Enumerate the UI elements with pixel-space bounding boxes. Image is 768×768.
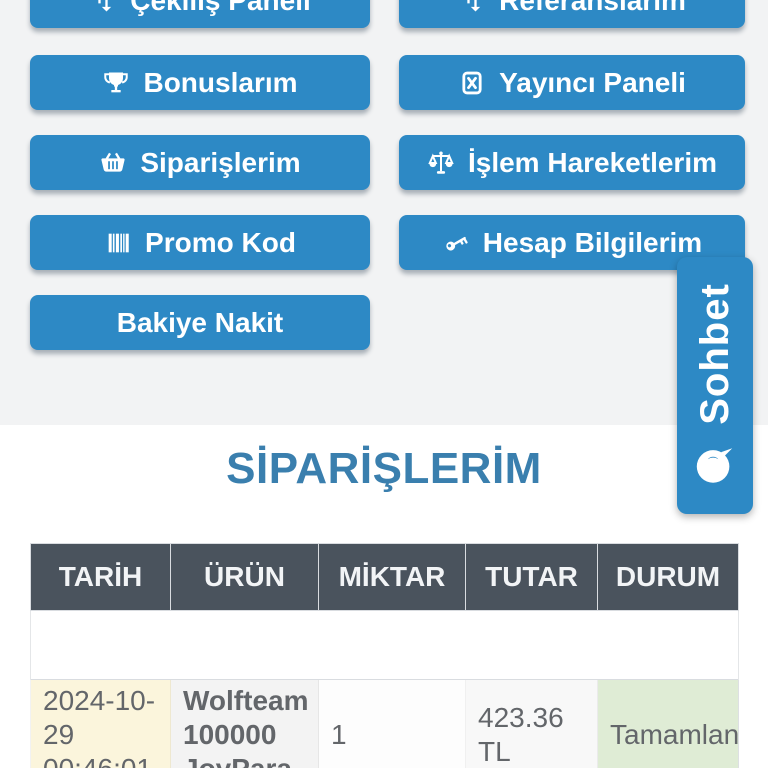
menu-button-bakiye-nakit[interactable]: Bakiye Nakit bbox=[30, 295, 370, 350]
order-time: 00:46:01 bbox=[43, 753, 152, 768]
menu-button-label: Promo Kod bbox=[145, 226, 296, 258]
table-header-row: TARİH ÜRÜN MİKTAR TUTAR DURUM bbox=[30, 543, 739, 611]
order-quantity-cell: 1 bbox=[318, 679, 466, 768]
column-header-tutar[interactable]: TUTAR bbox=[465, 543, 598, 611]
menu-button-label: Çekiliş Paneli bbox=[130, 0, 311, 16]
menu-button-hesap-bilgilerim[interactable]: Hesap Bilgilerim bbox=[399, 215, 745, 270]
chat-tab[interactable]: Sohbet bbox=[677, 257, 753, 514]
menu-button-label: Yayıncı Paneli bbox=[499, 66, 686, 98]
chat-tab-label: Sohbet bbox=[692, 282, 737, 425]
menu-button-referanslarim[interactable]: Referanslarım bbox=[399, 0, 745, 28]
menu-button-label: Bakiye Nakit bbox=[116, 306, 284, 338]
menu-button-islem-hareketlerim[interactable]: İşlem Hareketlerim bbox=[399, 135, 745, 190]
orders-table: TARİH ÜRÜN MİKTAR TUTAR DURUM 2024-10-29… bbox=[30, 543, 739, 768]
column-header-durum[interactable]: DURUM bbox=[597, 543, 739, 611]
import-export-icon bbox=[98, 0, 112, 11]
menu-button-label: Referanslarım bbox=[499, 0, 686, 16]
menu-button-label: Bonuslarım bbox=[143, 66, 298, 98]
chat-bubble-icon bbox=[696, 448, 733, 483]
order-amount-cell: 423.36 TL bbox=[465, 679, 598, 768]
table-row: 2024-10-29 00:46:01 Wolfteam 100000 JoyP… bbox=[30, 679, 739, 768]
menu-button-bonuslarim[interactable]: Bonuslarım bbox=[30, 55, 370, 110]
menu-button-siparislerim[interactable]: Siparişlerim bbox=[30, 135, 370, 190]
close-box-icon bbox=[462, 71, 482, 94]
column-header-urun[interactable]: ÜRÜN bbox=[170, 543, 319, 611]
key-icon bbox=[446, 236, 468, 250]
chat-tab-inner: Sohbet bbox=[677, 257, 753, 514]
empty-row bbox=[30, 610, 739, 680]
menu-button-cekilis-paneli[interactable]: Çekiliş Paneli bbox=[30, 0, 370, 28]
menu-button-label: İşlem Hareketlerim bbox=[467, 146, 718, 178]
balance-scale-icon bbox=[428, 150, 454, 174]
order-date: 2024-10-29 bbox=[43, 685, 156, 750]
column-header-miktar[interactable]: MİKTAR bbox=[318, 543, 466, 611]
barcode-icon bbox=[108, 233, 129, 252]
empty-row-cell bbox=[30, 610, 739, 680]
page-title: SİPARİŞLERİM bbox=[226, 444, 542, 493]
order-status-cell: Tamamlandı bbox=[597, 679, 739, 768]
basket-icon bbox=[101, 152, 125, 172]
menu-button-yayinci-paneli[interactable]: Yayıncı Paneli bbox=[399, 55, 745, 110]
import-export-icon bbox=[467, 0, 481, 11]
column-header-tarih[interactable]: TARİH bbox=[30, 543, 171, 611]
order-product-cell: Wolfteam 100000 JoyPara bbox=[170, 679, 319, 768]
trophy-icon bbox=[104, 72, 129, 92]
menu-button-promo-kod[interactable]: Promo Kod bbox=[30, 215, 370, 270]
menu-button-label: Siparişlerim bbox=[140, 146, 301, 178]
order-date-cell: 2024-10-29 00:46:01 bbox=[30, 679, 171, 768]
menu-button-label: Hesap Bilgilerim bbox=[482, 226, 703, 258]
